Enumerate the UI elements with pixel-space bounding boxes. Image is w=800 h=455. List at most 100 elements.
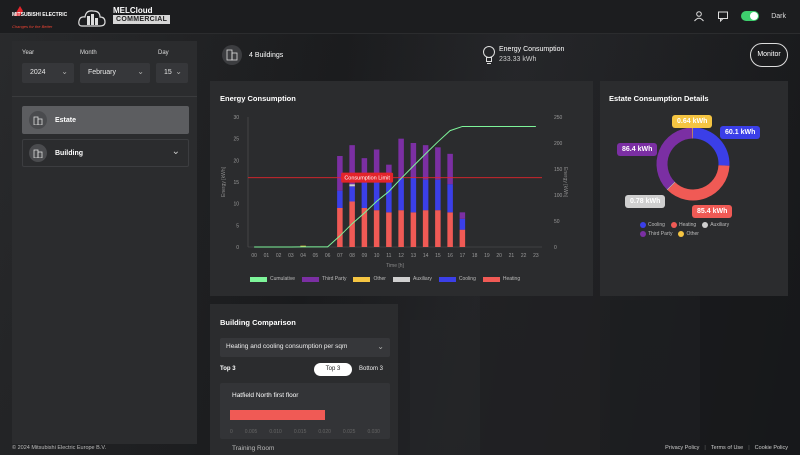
axis-tick: 0.010 xyxy=(269,429,282,435)
x-tick-label: 03 xyxy=(288,253,294,259)
comparison-axis: 0 0.005 0.010 0.015 0.020 0.025 0.030 xyxy=(230,429,380,435)
bar-segment-third-party xyxy=(337,156,343,191)
cookie-policy-link[interactable]: Cookie Policy xyxy=(754,445,788,451)
comparison-metric-select[interactable]: Heating and cooling consumption per sqm … xyxy=(220,338,390,357)
x-tick-label: 20 xyxy=(496,253,502,259)
x-tick-label: 00 xyxy=(251,253,257,259)
sidebar-item-building[interactable]: Building ⌄ xyxy=(22,139,189,167)
x-tick-label: 09 xyxy=(362,253,368,259)
bar-segment-third-party xyxy=(435,147,441,180)
sidebar-item-label: Building xyxy=(55,149,83,157)
bar-segment-third-party xyxy=(361,158,368,182)
bar-segment-cooling xyxy=(459,218,466,230)
legend-heating[interactable]: Heating xyxy=(670,222,696,228)
tab-bottom3[interactable]: Bottom 3 xyxy=(358,366,383,372)
x-tick-label: 10 xyxy=(374,253,380,259)
sidebar: Year 2024 ⌄ Month February ⌄ Day 15 ⌄ Es… xyxy=(12,41,197,444)
axis-tick: 0 xyxy=(230,429,233,435)
x-tick-label: 17 xyxy=(460,253,466,259)
legend-auxiliary[interactable]: Auxiliary xyxy=(702,222,729,228)
bar-segment-cooling xyxy=(373,179,380,211)
monitor-button[interactable]: Monitor xyxy=(750,43,788,67)
bar-segment-third-party xyxy=(447,153,453,185)
legend-third-party[interactable]: Third Party xyxy=(640,231,672,237)
legend-cooling[interactable]: Cooling xyxy=(438,276,476,282)
bar-segment-heating xyxy=(447,212,453,247)
axis-tick: 0.020 xyxy=(318,429,331,435)
bar-segment-cooling xyxy=(410,177,417,213)
theme-toggle-label: Dark xyxy=(771,12,786,20)
bar-segment-cooling xyxy=(349,186,355,202)
y-axis-label: Energy [kWh] xyxy=(221,166,227,197)
y-tick-label: 10 xyxy=(233,202,239,208)
bar-segment-heating xyxy=(435,210,441,247)
y2-tick-label: 100 xyxy=(554,193,563,199)
footer-links: Privacy Policy | Terms of Use | Cookie P… xyxy=(665,445,788,451)
legend-cooling[interactable]: Cooling xyxy=(640,222,665,228)
estate-legend: Cooling Heating Auxiliary Third Party Ot… xyxy=(640,222,760,237)
legend-other[interactable]: Other xyxy=(678,231,699,237)
brand-tagline: Changes for the Better xyxy=(12,24,53,29)
y-tick-label: 30 xyxy=(233,115,239,121)
label-cooling: 60.1 kWh xyxy=(720,126,761,139)
y2-tick-label: 50 xyxy=(554,219,560,225)
summary-bar: 4 Buildings Energy Consumption 233.33 kW… xyxy=(210,41,788,71)
chevron-down-icon: ⌄ xyxy=(171,146,180,157)
mitsubishi-logo xyxy=(14,6,23,16)
theme-toggle[interactable] xyxy=(741,11,760,21)
y-tick-label: 0 xyxy=(236,245,239,251)
label-auxiliary: 0.78 kWh xyxy=(625,195,666,208)
bar-segment-heating xyxy=(459,229,466,247)
label-heating: 85.4 kWh xyxy=(692,205,733,218)
lightbulb-icon xyxy=(483,46,495,64)
comparison-metric-value: Heating and cooling consumption per sqm xyxy=(226,343,348,350)
donut-slice-heating xyxy=(667,164,730,201)
x-tick-label: 19 xyxy=(484,253,490,259)
bar-segment-cooling xyxy=(337,190,343,208)
x-tick-label: 16 xyxy=(447,253,453,259)
axis-tick: 0.005 xyxy=(244,429,258,435)
y-tick-label: 25 xyxy=(233,137,239,143)
bar-segment-cooling xyxy=(447,184,453,213)
bar-segment-cooling xyxy=(386,182,392,213)
energy-consumption-card: Energy Consumption 0 5 10 15 20 25 30 0 50 100 150… xyxy=(210,81,593,296)
x-axis-label: Time [h] xyxy=(386,263,404,269)
privacy-policy-link[interactable]: Privacy Policy xyxy=(665,445,700,451)
bar-segment-third-party xyxy=(398,138,404,178)
sidebar-item-label: Estate xyxy=(55,116,77,124)
month-select[interactable]: February ⌄ xyxy=(80,63,150,83)
chat-icon[interactable] xyxy=(717,10,729,22)
y-tick-label: 5 xyxy=(236,223,239,229)
bar-segment-heating xyxy=(422,210,429,247)
comparison-next-row-name: Training Room xyxy=(232,445,275,452)
bar-segment-heating xyxy=(361,208,368,247)
x-tick-label: 23 xyxy=(533,253,539,259)
brand-text: MITSUBISHI ELECTRIC xyxy=(12,12,68,18)
energy-consumption-value: 233.33 kWh xyxy=(499,56,537,63)
user-icon[interactable] xyxy=(693,10,705,22)
y-tick-label: 15 xyxy=(233,180,239,186)
comparison-card-title: Building Comparison xyxy=(220,318,296,327)
y2-axis-label: Energy [kWh] xyxy=(562,167,568,198)
bar-segment-third-party xyxy=(422,145,429,180)
x-tick-label: 15 xyxy=(435,253,441,259)
sidebar-item-estate[interactable]: Estate xyxy=(22,106,189,134)
top-bottom-toggle: Top 3 Bottom 3 xyxy=(314,363,390,376)
legend-other[interactable]: Other xyxy=(353,276,386,282)
legend-third-party[interactable]: Third Party xyxy=(302,276,346,282)
y2-tick-label: 0 xyxy=(554,245,557,251)
legend-cumulative[interactable]: Cumulative xyxy=(250,276,295,282)
copyright: © 2024 Mitsubishi Electric Europe B.V. xyxy=(12,445,107,451)
building-comparison-card: Building Comparison Heating and cooling … xyxy=(210,304,398,455)
legend-heating[interactable]: Heating xyxy=(482,276,520,282)
bar-segment-third-party xyxy=(410,143,417,178)
tab-top3[interactable]: Top 3 xyxy=(314,363,352,376)
sidebar-divider xyxy=(12,96,197,97)
chevron-down-icon: ⌄ xyxy=(175,67,182,76)
year-select[interactable]: 2024 ⌄ xyxy=(22,63,74,83)
day-select[interactable]: 15 ⌄ xyxy=(156,63,188,83)
terms-of-use-link[interactable]: Terms of Use xyxy=(710,445,744,451)
legend-auxiliary[interactable]: Auxiliary xyxy=(392,276,432,282)
x-tick-label: 14 xyxy=(423,253,429,259)
bar-segment-third-party xyxy=(373,149,380,180)
